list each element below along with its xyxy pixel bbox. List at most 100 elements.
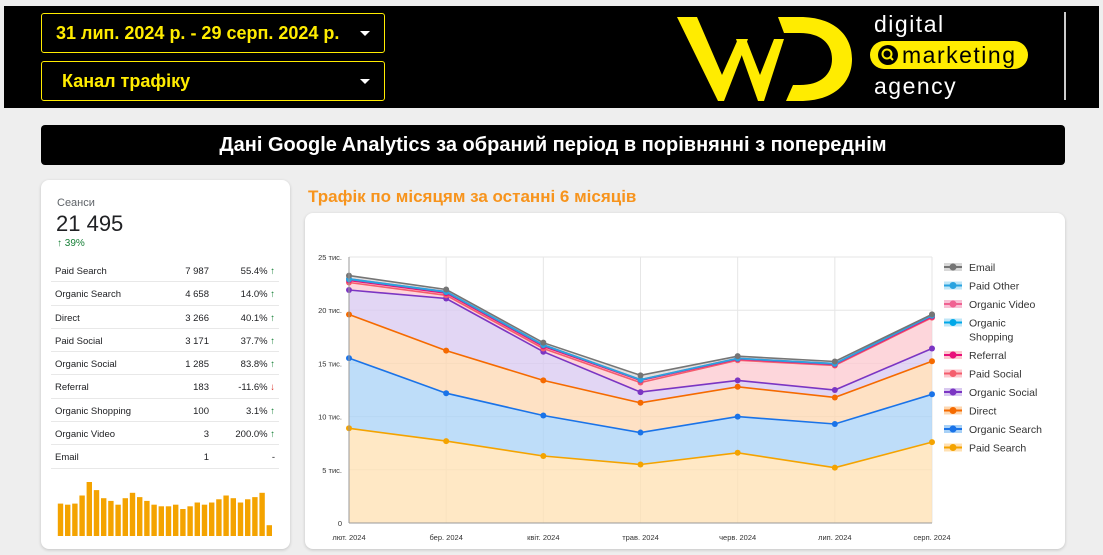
channel-name: Email: [55, 452, 79, 464]
table-row: Paid Social 3 171 37.7% ↑: [51, 329, 279, 353]
data-point[interactable]: [637, 376, 644, 383]
spark-bar: [194, 502, 200, 536]
data-point[interactable]: [831, 394, 838, 401]
data-point[interactable]: [734, 383, 741, 390]
legend-marker: [949, 388, 957, 396]
channel-change: 40.1% ↑: [241, 313, 275, 324]
spark-bar: [237, 502, 244, 536]
sessions-delta: ↑ 39%: [57, 238, 85, 249]
spark-bar: [165, 506, 172, 536]
date-range-selector[interactable]: 31 лип. 2024 р. - 29 серп. 2024 р.: [41, 13, 385, 53]
data-point[interactable]: [540, 452, 547, 459]
legend-label[interactable]: Email: [969, 262, 995, 274]
channel-change: 83.8% ↑: [241, 359, 275, 370]
brand-pill: marketing: [870, 41, 1029, 69]
legend-label[interactable]: Paid Other: [969, 281, 1020, 293]
data-point[interactable]: [734, 377, 741, 384]
wd-logo-icon: [677, 17, 852, 101]
arrow-up-icon: ↑: [267, 405, 275, 417]
spark-bar: [65, 504, 71, 536]
data-point[interactable]: [831, 358, 838, 365]
channel-change-value: 200.0%: [235, 429, 268, 441]
spark-bar: [86, 482, 92, 536]
data-point[interactable]: [637, 372, 644, 379]
legend-label[interactable]: Organic Video: [969, 299, 1036, 311]
data-point[interactable]: [540, 412, 547, 419]
data-point[interactable]: [929, 391, 935, 398]
arrow-up-icon: ↑: [267, 335, 275, 347]
table-row: Organic Shopping 100 3.1% ↑: [51, 399, 279, 423]
data-point[interactable]: [443, 390, 450, 397]
area-band: [349, 358, 932, 468]
spark-bar: [108, 500, 114, 536]
legend-label[interactable]: Paid Social: [969, 369, 1022, 381]
spark-bar: [201, 504, 208, 536]
data-point[interactable]: [637, 399, 644, 406]
table-row: Organic Video 3 200.0% ↑: [51, 422, 279, 446]
x-tick-label: бер. 2024: [429, 533, 462, 542]
x-tick-label: черв. 2024: [719, 533, 756, 542]
spark-bar: [216, 499, 222, 536]
arrow-up-icon: ↑: [267, 312, 275, 324]
legend-label[interactable]: Organic Social: [969, 387, 1037, 399]
x-tick-label: трав. 2024: [622, 533, 659, 542]
y-tick-label: 0: [338, 519, 342, 528]
spark-bar: [79, 495, 85, 536]
data-point[interactable]: [734, 353, 741, 360]
sessions-sparkline: [57, 482, 272, 536]
spark-bar: [266, 525, 272, 536]
spark-bar: [72, 503, 78, 536]
data-point[interactable]: [637, 461, 644, 468]
data-point[interactable]: [637, 429, 644, 436]
channel-change-value: 55.4%: [240, 266, 268, 277]
data-point[interactable]: [831, 464, 838, 471]
data-point[interactable]: [929, 439, 935, 446]
data-point[interactable]: [443, 347, 450, 354]
area-band: [349, 428, 932, 523]
data-point[interactable]: [540, 377, 547, 384]
chart-title: Трафік по місяцям за останні 6 місяців: [308, 187, 637, 206]
area-band: [349, 314, 932, 433]
channel-name: Direct: [55, 312, 80, 324]
channel-change-value: 83.8%: [240, 359, 268, 371]
channel-change-value: 40.1%: [240, 312, 268, 324]
legend-marker: [949, 282, 957, 289]
table-row: Direct 3 266 40.1% ↑: [51, 306, 279, 329]
legend-label[interactable]: Referral: [969, 350, 1006, 362]
channel-change: -11.6% ↓: [238, 382, 275, 393]
data-point[interactable]: [443, 438, 450, 445]
legend-label[interactable]: Direct: [969, 406, 997, 418]
data-point[interactable]: [929, 345, 935, 352]
data-point[interactable]: [929, 311, 935, 318]
channel-change-value: -11.6%: [238, 382, 268, 394]
y-tick-label: 25 тис.: [318, 253, 342, 262]
data-point[interactable]: [831, 421, 838, 428]
data-point[interactable]: [637, 389, 644, 396]
data-point[interactable]: [443, 286, 450, 293]
channel-name: Organic Search: [55, 289, 122, 301]
data-point[interactable]: [831, 387, 838, 393]
table-row: Organic Social 1 285 83.8% ↑: [51, 352, 279, 376]
channel-change-value: 14.0%: [240, 289, 268, 301]
channel-filter-selector[interactable]: Канал трафіку: [41, 61, 385, 101]
page-title: Дані Google Analytics за обраний період …: [41, 125, 1065, 165]
arrow-up-icon: ↑: [267, 359, 275, 371]
x-tick-label: лип. 2024: [818, 533, 851, 542]
channel-change-value: 37.7%: [240, 335, 268, 347]
spark-bar: [187, 506, 193, 536]
sessions-label: Сеанси: [57, 197, 95, 209]
legend-label[interactable]: Paid Search: [969, 443, 1026, 455]
y-tick-label: 20 тис.: [318, 306, 342, 315]
x-tick-label: серп. 2024: [913, 533, 950, 542]
data-point[interactable]: [734, 413, 741, 420]
data-point[interactable]: [929, 358, 935, 365]
channel-name: Referral: [55, 382, 89, 394]
data-point[interactable]: [734, 449, 741, 456]
chevron-down-icon: [360, 31, 370, 36]
data-point[interactable]: [540, 339, 547, 346]
channel-change: 3.1% ↑: [246, 406, 275, 417]
legend-label[interactable]: Organic Shopping: [969, 318, 1014, 344]
legend-label[interactable]: Organic Search: [969, 424, 1042, 436]
legend-marker: [949, 407, 957, 414]
y-tick-label: 5 тис.: [322, 466, 342, 475]
